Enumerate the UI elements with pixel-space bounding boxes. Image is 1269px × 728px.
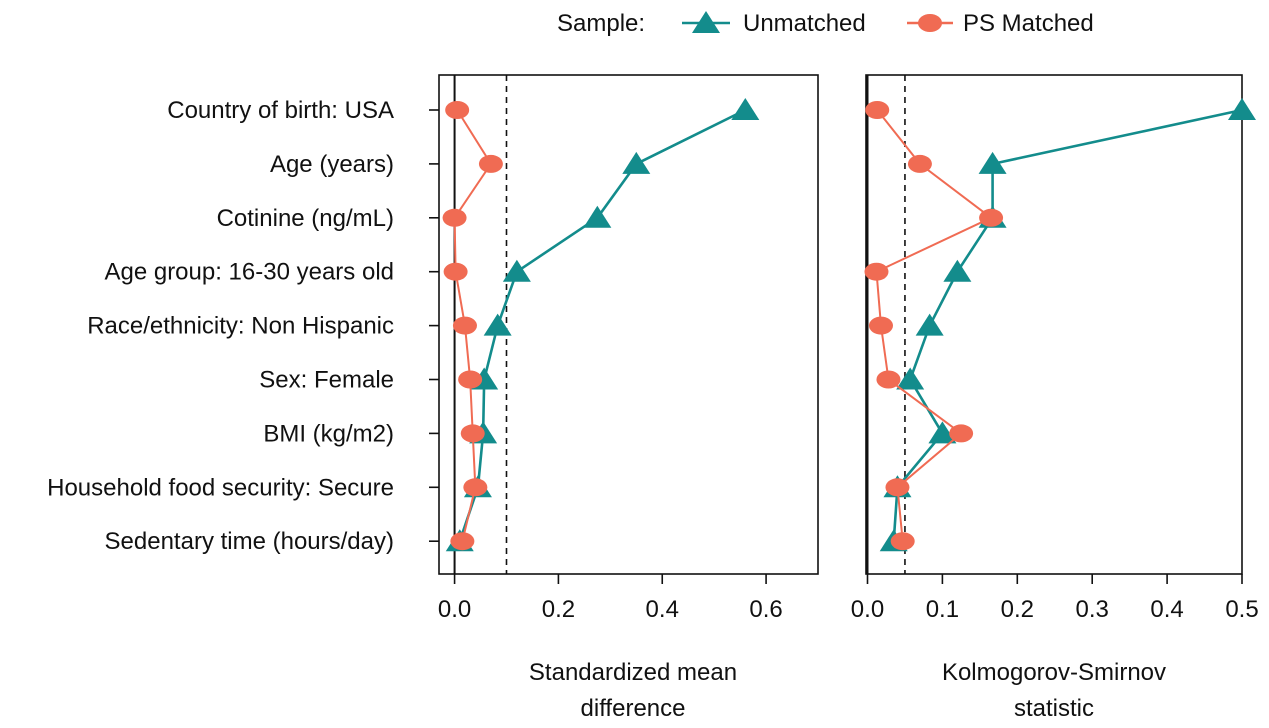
y-tick-label: Age (years) <box>270 151 394 178</box>
unmatched-point <box>896 367 925 390</box>
x-tick-label: 0.4 <box>1150 596 1183 623</box>
unmatched-point <box>622 151 651 174</box>
unmatched-point <box>731 98 760 120</box>
matched-point <box>868 316 893 335</box>
legend-circle-marker <box>918 14 942 32</box>
unmatched-point <box>978 151 1007 174</box>
unmatched-point <box>943 259 972 282</box>
ks-xlabel-line2: statistic <box>1014 695 1094 722</box>
unmatched-point <box>915 313 944 336</box>
matched-point <box>452 316 477 335</box>
panel-frame <box>438 74 819 575</box>
x-tick-label: 0.3 <box>1076 596 1109 623</box>
legend-title: Sample: <box>557 10 645 37</box>
matched-point <box>458 370 483 389</box>
smd-xlabel-line1: Standardized mean <box>529 659 737 686</box>
y-tick-label: BMI (kg/m2) <box>263 420 394 447</box>
matched-point <box>443 262 468 281</box>
matched-point <box>979 208 1004 227</box>
x-tick-label: 0.2 <box>1001 596 1034 623</box>
y-tick-label: Sedentary time (hours/day) <box>105 528 394 555</box>
matched-point <box>890 532 915 551</box>
matched-point <box>450 532 475 551</box>
y-tick-label: Age group: 16-30 years old <box>104 259 394 286</box>
unmatched-point <box>583 205 612 228</box>
x-tick-label: 0.1 <box>926 596 959 623</box>
x-tick-label: 0.0 <box>438 596 471 623</box>
legend: Sample: Unmatched PS Matched <box>557 10 1094 37</box>
unmatched-point <box>1228 98 1256 120</box>
matched-point <box>907 154 932 173</box>
x-tick-label: 0.5 <box>1225 596 1258 623</box>
unmatched-point <box>502 259 531 282</box>
y-tick-label: Race/ethnicity: Non Hispanic <box>87 313 394 340</box>
matched-point <box>949 424 974 443</box>
matched-point <box>885 478 910 497</box>
unmatched-series-line <box>892 108 1243 542</box>
legend-label-unmatched: Unmatched <box>743 10 866 37</box>
y-axis-labels: Country of birth: USA Age (years) Cotinine… <box>47 97 394 555</box>
unmatched-point <box>928 421 957 444</box>
legend-triangle-marker <box>692 11 720 33</box>
y-tick-label: Cotinine (ng/mL) <box>217 205 394 232</box>
x-tick-label: 0.4 <box>646 596 679 623</box>
y-tick-label: Sex: Female <box>259 367 394 394</box>
matched-point <box>442 208 467 227</box>
x-tick-label: 0.0 <box>851 596 884 623</box>
matched-point <box>864 262 889 281</box>
y-tick-label: Household food security: Secure <box>47 474 394 501</box>
x-tick-label: 0.6 <box>749 596 782 623</box>
matched-point <box>865 101 890 119</box>
matched-point <box>478 154 503 173</box>
x-tick-label: 0.2 <box>542 596 575 623</box>
matched-point <box>463 478 488 497</box>
matched-point <box>445 101 470 119</box>
smd-xlabel-line2: difference <box>581 695 686 722</box>
panel-frame <box>865 74 1243 575</box>
ks-panel: 0.0 0.1 0.2 0.3 0.4 0.5 <box>851 74 1259 623</box>
unmatched-point <box>483 313 512 336</box>
legend-label-matched: PS Matched <box>963 10 1094 37</box>
y-tick-label: Country of birth: USA <box>167 97 394 124</box>
ks-xlabel-line1: Kolmogorov-Smirnov <box>942 659 1166 686</box>
matched-point <box>460 424 485 443</box>
matched-point <box>876 370 901 389</box>
smd-panel: 0.0 0.2 0.4 0.6 <box>429 74 819 623</box>
